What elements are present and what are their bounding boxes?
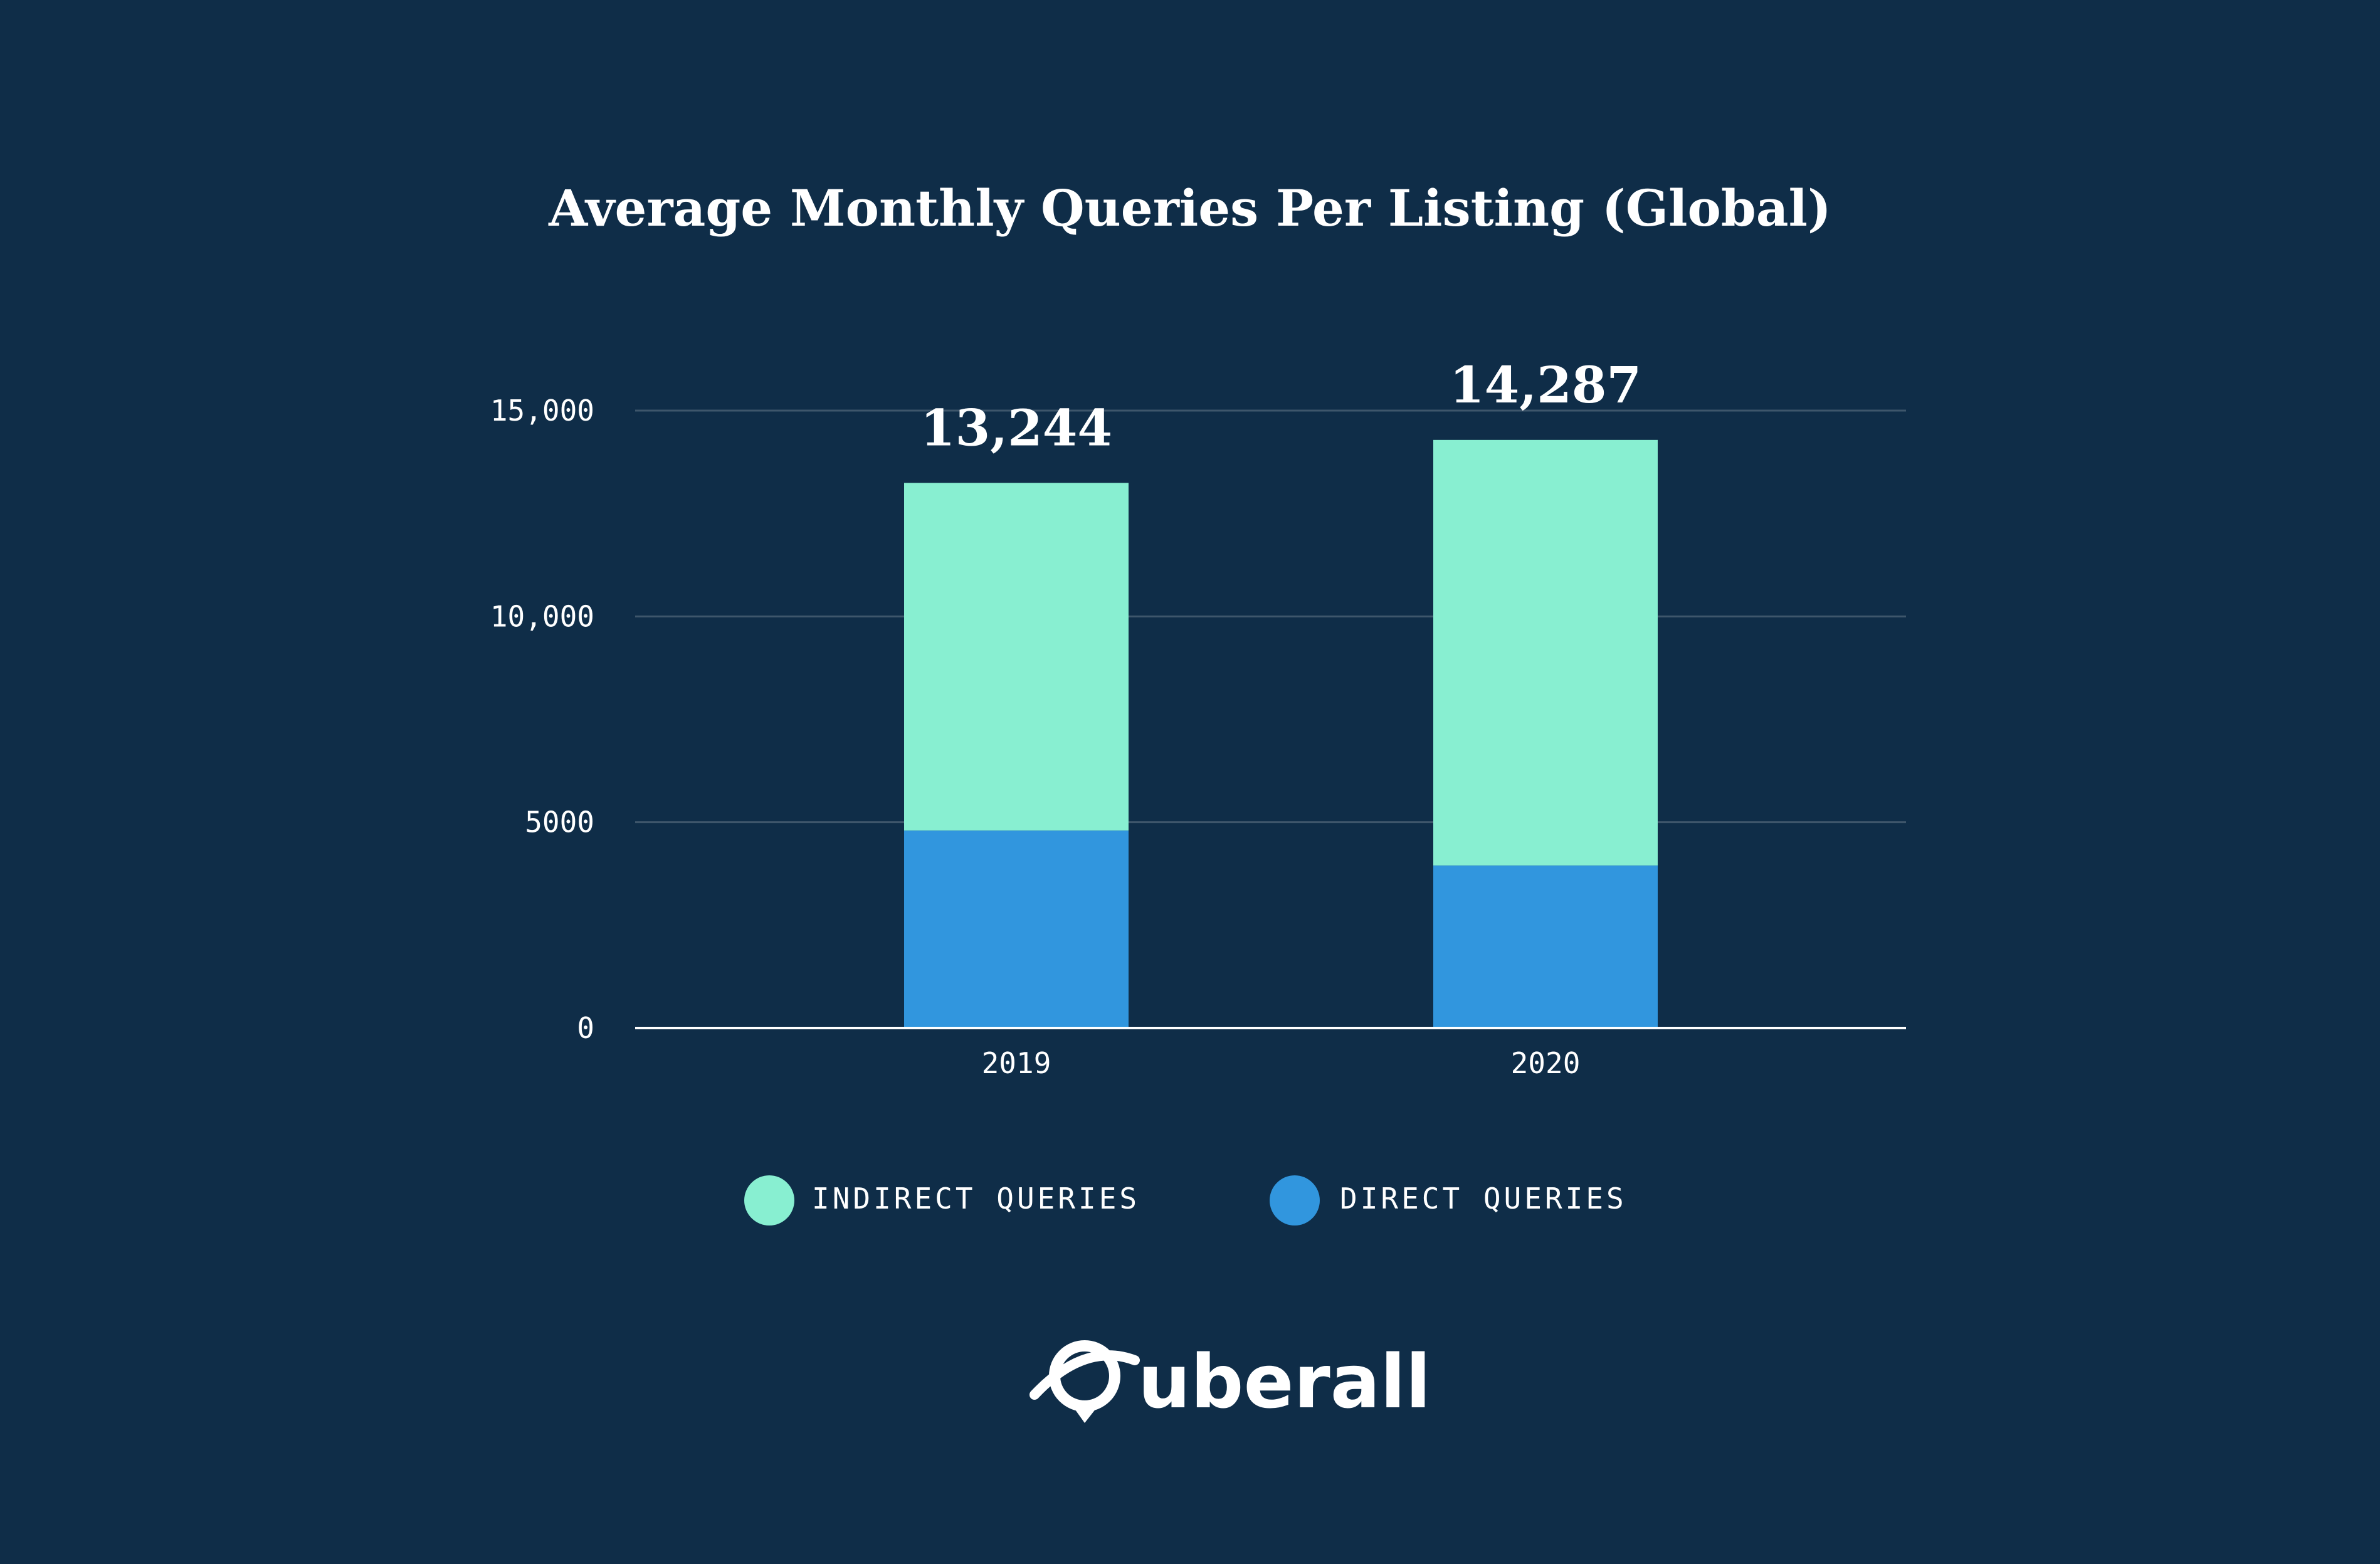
brand-logo: uberall	[1029, 1338, 1431, 1425]
bar-totals: 13,244 14,287	[920, 355, 1641, 457]
x-tick-label: 2019	[982, 1046, 1051, 1080]
y-tick-label: 5000	[525, 806, 594, 839]
legend-label-direct: DIRECT QUERIES	[1340, 1182, 1627, 1215]
x-tick-label: 2020	[1511, 1046, 1581, 1080]
chart-title: Average Monthly Queries Per Listing (Glo…	[548, 179, 1831, 238]
total-label: 13,244	[920, 398, 1112, 457]
legend: INDIRECT QUERIES DIRECT QUERIES	[744, 1175, 1627, 1225]
legend-label-indirect: INDIRECT QUERIES	[812, 1182, 1140, 1215]
legend-swatch-indirect	[744, 1175, 794, 1225]
brand-name: uberall	[1138, 1338, 1431, 1425]
bars	[904, 439, 1658, 1028]
bar-2019-direct-queries	[904, 830, 1129, 1028]
bar-2019-indirect-queries	[904, 483, 1129, 831]
y-tick-label: 15,000	[490, 394, 594, 428]
planet-pin-icon	[1029, 1340, 1140, 1423]
total-label: 14,287	[1450, 355, 1641, 414]
y-tick-label: 0	[577, 1011, 594, 1045]
y-tick-label: 10,000	[490, 599, 594, 633]
y-axis: 0 5000 10,000 15,000	[490, 394, 594, 1045]
gridlines	[635, 409, 1906, 824]
bar-2020-indirect-queries	[1433, 439, 1658, 866]
bar-2020-direct-queries	[1433, 865, 1658, 1028]
legend-swatch-direct	[1270, 1175, 1320, 1225]
x-axis: 2019 2020	[982, 1046, 1581, 1080]
